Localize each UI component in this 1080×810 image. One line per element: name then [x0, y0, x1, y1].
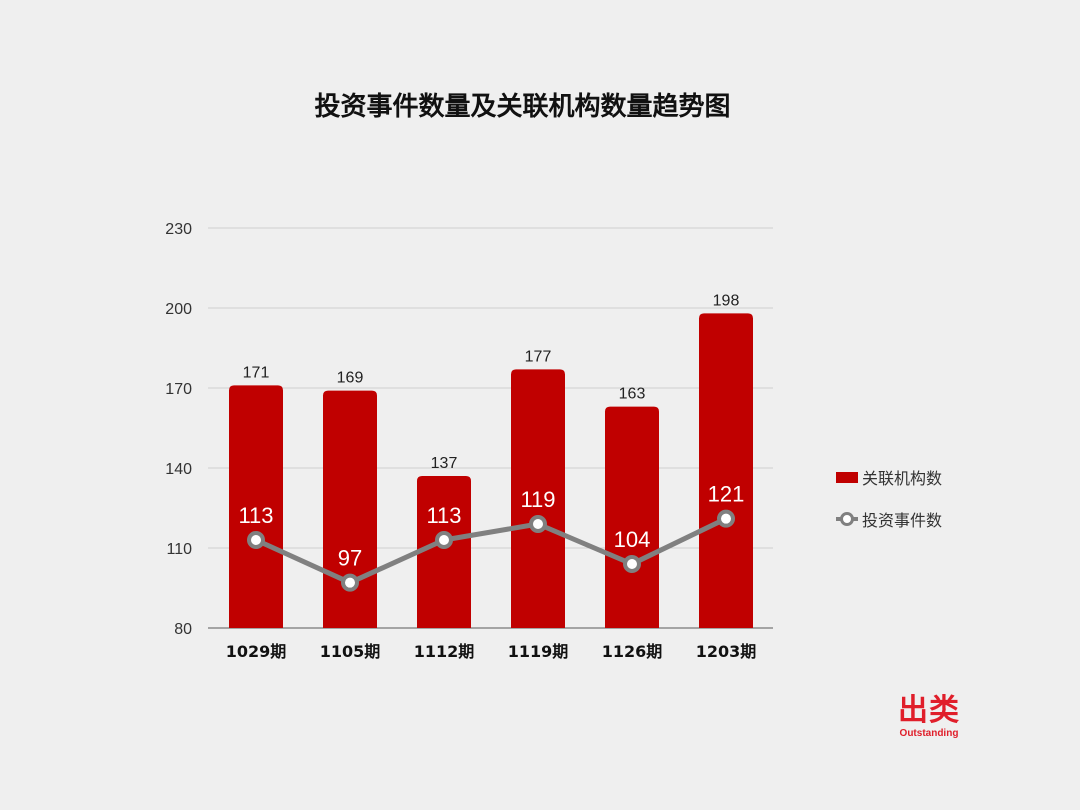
- y-tick-label: 110: [166, 541, 192, 558]
- bar-value-label: 177: [525, 348, 552, 365]
- legend: 关联机构数 投资事件数: [836, 466, 942, 550]
- line-value-label: 121: [708, 482, 745, 507]
- line-point: [341, 573, 359, 592]
- x-tick-label: 1105期: [320, 642, 381, 661]
- x-tick-label: 1029期: [226, 642, 287, 661]
- bar: [699, 313, 753, 628]
- y-tick-label: 80: [174, 621, 192, 638]
- legend-bar-swatch: [836, 471, 858, 483]
- y-tick-label: 200: [165, 301, 192, 318]
- bar: [229, 385, 283, 628]
- bar-value-label: 169: [337, 370, 364, 387]
- y-tick-label: 140: [165, 461, 192, 478]
- bar: [605, 406, 659, 628]
- line-point: [717, 509, 735, 528]
- x-tick-label: 1203期: [696, 642, 757, 661]
- bar-value-label: 163: [619, 386, 646, 403]
- legend-line-swatch: [836, 512, 858, 526]
- brand-name: 出类: [898, 693, 960, 728]
- legend-label-bars: 关联机构数: [862, 469, 943, 488]
- brand-tagline: Outstanding: [899, 728, 959, 739]
- x-tick-label: 1112期: [414, 642, 475, 661]
- legend-item-line: 投资事件数: [836, 508, 942, 530]
- line-value-label: 113: [238, 503, 273, 528]
- chart-title: 投资事件数量及关联机构数量趋势图: [314, 92, 731, 122]
- line-series: [254, 516, 728, 586]
- line-value-label: 104: [614, 527, 651, 552]
- y-tick-label: 170: [165, 381, 192, 398]
- line-point: [247, 531, 265, 549]
- line-value-label: 119: [520, 487, 555, 512]
- bar: [511, 369, 565, 628]
- x-tick-label: 1119期: [508, 642, 569, 661]
- legend-item-bars: 关联机构数: [836, 466, 942, 488]
- line-point: [529, 515, 547, 533]
- line-point: [435, 531, 453, 549]
- brand-logo: 出类 Outstanding: [894, 694, 964, 740]
- legend-label-line: 投资事件数: [862, 511, 943, 530]
- line-value-label: 113: [426, 503, 461, 528]
- bar: [417, 476, 471, 628]
- bar-value-label: 171: [243, 364, 270, 381]
- line-point: [623, 555, 641, 573]
- y-tick-label: 230: [165, 221, 192, 238]
- bar-value-label: 198: [713, 292, 740, 309]
- x-tick-label: 1126期: [602, 642, 663, 661]
- bar-value-label: 137: [431, 455, 458, 472]
- bar: [323, 390, 377, 628]
- line-value-label: 97: [338, 546, 362, 571]
